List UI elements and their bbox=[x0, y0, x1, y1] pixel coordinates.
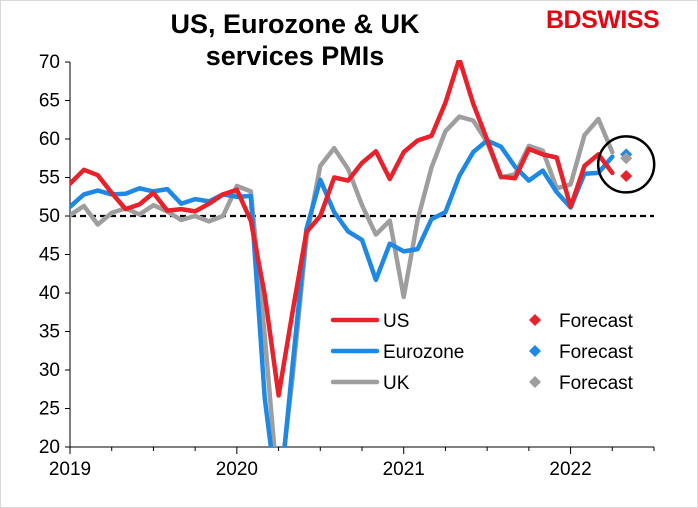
legend-label-forecast: Forecast bbox=[559, 342, 634, 363]
y-tick-label: 70 bbox=[39, 52, 60, 73]
x-tick-label: 2021 bbox=[383, 459, 425, 480]
brand-logo: BDSWISS bbox=[546, 6, 660, 35]
x-tick-label: 2019 bbox=[49, 459, 91, 480]
y-tick-label: 35 bbox=[39, 322, 60, 343]
chart-title-line-2: services PMIs bbox=[205, 41, 385, 71]
legend-swatch-forecast bbox=[529, 314, 541, 326]
legend-swatch-forecast bbox=[529, 345, 541, 357]
forecast-marker bbox=[620, 169, 633, 182]
legend-label-eurozone: Eurozone bbox=[383, 342, 464, 363]
legend-label-uk: UK bbox=[383, 373, 410, 394]
legend-label-forecast: Forecast bbox=[559, 311, 634, 332]
chart-axes: 20 25 30 35 40 45 50 55 60 65 70 2019 2020 2021 2022 bbox=[39, 52, 655, 480]
chart-title: US, Eurozone & UK services PMIs bbox=[120, 8, 470, 72]
y-tick-label: 45 bbox=[39, 245, 60, 266]
legend-label-us: US bbox=[383, 311, 409, 332]
highlight-circle bbox=[596, 135, 656, 194]
x-tick-label: 2022 bbox=[549, 459, 591, 480]
y-tick-label: 60 bbox=[39, 129, 60, 150]
x-tick-label: 2020 bbox=[216, 459, 258, 480]
series-line-eurozone bbox=[70, 138, 615, 447]
y-tick-label: 40 bbox=[39, 283, 60, 304]
series-line-us bbox=[70, 60, 615, 398]
y-tick-label: 25 bbox=[39, 399, 60, 420]
forecast-marker bbox=[620, 152, 633, 165]
legend-swatch-forecast bbox=[529, 376, 541, 388]
y-tick-label: 30 bbox=[39, 360, 60, 381]
chart-title-line-1: US, Eurozone & UK bbox=[170, 9, 420, 39]
brand-logo-text: BDSWISS bbox=[546, 6, 660, 34]
y-tick-label: 55 bbox=[39, 168, 60, 189]
y-tick-label: 65 bbox=[39, 91, 60, 112]
series-layer bbox=[70, 60, 656, 447]
legend-label-forecast: Forecast bbox=[559, 373, 634, 394]
chart-legend: US Eurozone UK Forecast Forecast Forecast bbox=[330, 311, 634, 394]
y-tick-label: 20 bbox=[39, 437, 60, 458]
y-tick-label: 50 bbox=[39, 206, 60, 227]
series-line-uk bbox=[70, 114, 615, 447]
